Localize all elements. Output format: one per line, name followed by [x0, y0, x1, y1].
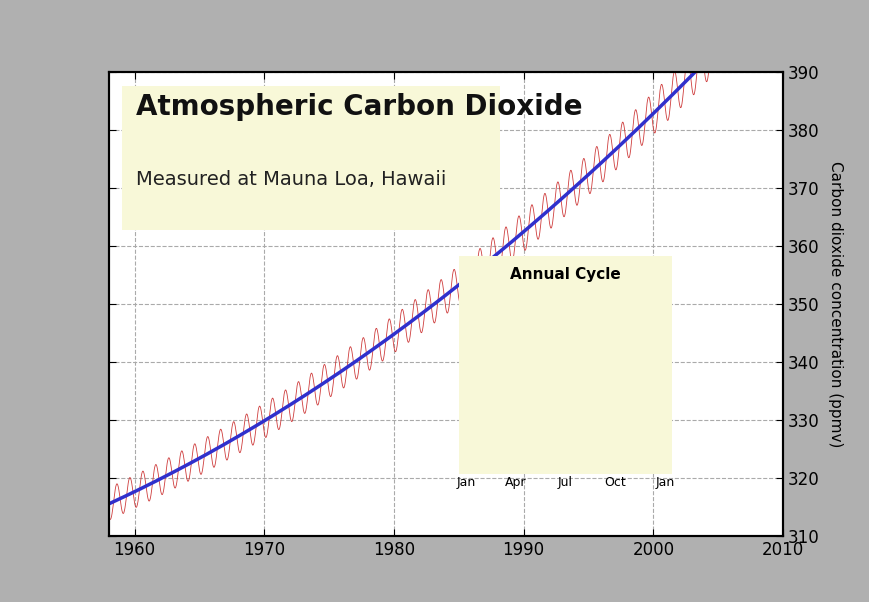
Text: Atmospheric Carbon Dioxide: Atmospheric Carbon Dioxide [136, 93, 581, 121]
FancyBboxPatch shape [122, 86, 500, 230]
Text: Annual Cycle: Annual Cycle [509, 267, 620, 282]
Y-axis label: Carbon dioxide concentration (ppmv): Carbon dioxide concentration (ppmv) [827, 161, 842, 447]
Text: Measured at Mauna Loa, Hawaii: Measured at Mauna Loa, Hawaii [136, 170, 446, 188]
